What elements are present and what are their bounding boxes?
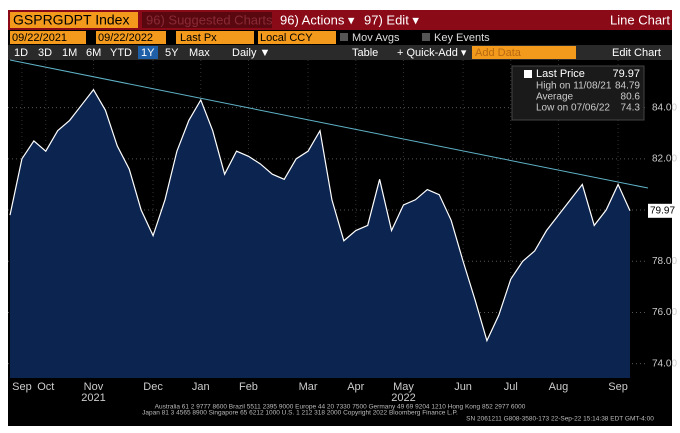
view-name: Line Chart — [610, 12, 670, 27]
checkbox[interactable] — [340, 33, 348, 41]
period[interactable]: 6M — [86, 47, 101, 59]
add-data[interactable]: Add Data — [475, 47, 522, 59]
footer-line: Australia 61 2 9777 8600 Brazil 5511 239… — [155, 404, 526, 411]
x-tick-label: Dec — [143, 381, 163, 393]
edit-chart[interactable]: Edit Chart — [612, 47, 661, 59]
x-tick-label: Nov — [84, 381, 104, 393]
y-tick-label: 84.00 — [652, 102, 677, 113]
actions[interactable]: 96) Actions ▾ — [280, 12, 355, 27]
x-tick-label: Sep — [12, 381, 32, 393]
legend-value: 79.97 — [612, 68, 640, 80]
key-events[interactable]: Key Events — [434, 32, 490, 44]
field[interactable]: Last Px — [180, 32, 217, 44]
stat-label: Average — [536, 92, 574, 103]
line — [9, 88, 631, 343]
area — [10, 89, 630, 378]
legend-name: Last Price — [536, 68, 585, 80]
year-label: 2022 — [391, 392, 415, 404]
year-label: 2021 — [81, 392, 105, 404]
legend-box — [511, 65, 645, 121]
start-box[interactable] — [10, 31, 86, 44]
add-data-box[interactable] — [472, 46, 576, 59]
last-price-label: 79.97 — [650, 205, 675, 216]
field-box[interactable] — [176, 31, 254, 44]
last-tag — [648, 203, 678, 218]
footer-line: SN 2061211 G808-3580-173 22-Sep-22 15:14… — [466, 416, 654, 423]
period[interactable]: 1Y — [141, 47, 155, 59]
x-tick-label: Apr — [347, 381, 364, 393]
ticker-box[interactable] — [10, 12, 138, 28]
period[interactable]: 1M — [62, 47, 77, 59]
period-active — [138, 46, 158, 59]
stat-value: 80.6 — [621, 92, 641, 103]
ccy-box[interactable] — [258, 31, 336, 44]
x-tick-label: Oct — [37, 381, 54, 393]
x-tick-label: Sep — [608, 381, 628, 393]
currency[interactable]: Local CCY — [260, 32, 313, 44]
start-date[interactable]: 09/22/2021 — [12, 32, 67, 44]
y-tick-label: 74.00 — [652, 358, 677, 369]
stat-label: Low on 07/06/22 — [536, 103, 610, 114]
y-tick-label: 82.00 — [652, 153, 677, 164]
legend-swatch — [524, 70, 532, 78]
period[interactable]: 3D — [38, 47, 52, 59]
ticker[interactable]: GSPRGDPT Index — [13, 12, 129, 28]
suggested[interactable]: 96) Suggested Charts — [146, 12, 273, 27]
end-date[interactable]: 09/22/2022 — [98, 32, 153, 44]
x-tick-label: Mar — [299, 381, 318, 393]
x-tick-label: Jun — [454, 381, 472, 393]
x-tick-label: Aug — [549, 381, 569, 393]
period[interactable]: YTD — [110, 47, 132, 59]
stat-value: 84.79 — [615, 81, 640, 92]
trend-line — [9, 59, 649, 189]
stat-value: 74.3 — [621, 103, 641, 114]
y-tick-label: 76.00 — [652, 307, 677, 318]
x-tick-label: Jan — [192, 381, 210, 393]
checkbox[interactable] — [422, 33, 430, 41]
x-tick-label: Feb — [239, 381, 258, 393]
quick-add[interactable]: + Quick-Add ▾ — [397, 47, 467, 59]
x-tick-label: Jul — [504, 381, 518, 393]
footer-line: Japan 81 3 4565 8900 Singapore 65 6212 1… — [142, 410, 458, 417]
mov-avgs[interactable]: Mov Avgs — [352, 32, 400, 44]
period[interactable]: Max — [189, 47, 210, 59]
frequency[interactable]: Daily ▼ — [232, 47, 270, 59]
table-btn[interactable]: Table — [352, 47, 378, 59]
x-tick-label: May — [393, 381, 414, 393]
end-box[interactable] — [96, 31, 166, 44]
y-tick-label: 78.00 — [652, 256, 677, 267]
edit[interactable]: 97) Edit ▾ — [364, 12, 419, 27]
period[interactable]: 1D — [14, 47, 28, 59]
period[interactable]: 5Y — [165, 47, 179, 59]
suggested-btn[interactable] — [142, 12, 272, 28]
stat-label: High on 11/08/21 — [536, 81, 612, 92]
